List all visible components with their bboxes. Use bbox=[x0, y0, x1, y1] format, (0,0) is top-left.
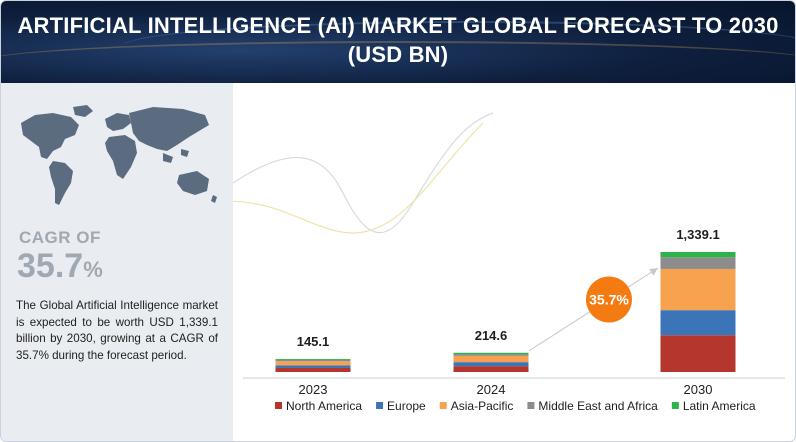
world-map-icon bbox=[21, 105, 217, 205]
decorative-curve bbox=[212, 122, 484, 234]
legend-swatch bbox=[527, 402, 535, 409]
bar-segment-2030-middle-east-and-africa bbox=[660, 257, 736, 269]
total-label: 1,339.1 bbox=[676, 227, 719, 242]
cagr-number: 35.7 bbox=[17, 247, 84, 285]
bar-segment-2030-europe bbox=[660, 310, 736, 336]
legend-swatch bbox=[275, 402, 282, 409]
stacked-bar-chart: 145.1 2023 214.6 2024 1,339.1 2030 35.7% Nort… bbox=[212, 112, 785, 413]
bar-segment-2023-asia-pacific bbox=[275, 361, 351, 366]
summary-panel: CAGR OF 35.7% The Global Artificial Inte… bbox=[1, 83, 233, 441]
header-banner: ARTIFICIAL INTELLIGENCE (AI) MARKET GLOB… bbox=[1, 1, 795, 83]
bar-segment-2024-latin-america bbox=[453, 352, 529, 355]
chart-area: 145.1 2023 214.6 2024 1,339.1 2030 35.7% Nort… bbox=[212, 83, 795, 441]
cagr-badge-label: 35.7% bbox=[589, 291, 629, 307]
legend-swatch bbox=[671, 402, 679, 409]
bar-segment-2023-middle-east-and-africa bbox=[275, 359, 351, 362]
x-tick-label: 2024 bbox=[477, 382, 506, 397]
market-description: The Global Artificial Intelligence marke… bbox=[16, 299, 218, 362]
legend-swatch bbox=[439, 402, 447, 409]
total-label: 145.1 bbox=[297, 334, 330, 349]
legend-swatch bbox=[376, 402, 384, 409]
header-light-streak bbox=[121, 21, 795, 73]
cagr-value: 35.7% bbox=[17, 247, 103, 286]
bar-segment-2024-north-america bbox=[453, 366, 529, 372]
bar-segment-2023-latin-america bbox=[275, 358, 351, 360]
bar-segment-2024-europe bbox=[453, 362, 529, 367]
bar-segment-2030-latin-america bbox=[660, 252, 736, 258]
x-tick-label: 2023 bbox=[299, 382, 328, 397]
cagr-badge bbox=[585, 276, 632, 323]
chart-legend: North America Europe Asia-Pacific Middle Ea… bbox=[275, 399, 756, 413]
bar-segment-2024-asia-pacific bbox=[453, 355, 529, 363]
total-label: 214.6 bbox=[475, 328, 508, 343]
bar-segment-2024-middle-east-and-africa bbox=[453, 354, 529, 356]
bar-segment-2023-north-america bbox=[275, 367, 351, 372]
legend-label: Latin America bbox=[683, 399, 756, 413]
legend-label: Asia-Pacific bbox=[451, 399, 514, 413]
x-tick-label: 2030 bbox=[684, 382, 713, 397]
cagr-unit: % bbox=[83, 257, 103, 282]
legend-label: Europe bbox=[387, 399, 426, 413]
growth-arrow-head bbox=[649, 268, 658, 276]
bar-segment-2030-asia-pacific bbox=[660, 268, 736, 311]
bar-segment-2023-europe bbox=[275, 365, 351, 368]
legend-label: North America bbox=[286, 399, 362, 413]
legend-label: Middle East and Africa bbox=[538, 399, 658, 413]
bar-segment-2030-north-america bbox=[660, 335, 736, 372]
decorative-curve bbox=[232, 112, 494, 234]
page-title: ARTIFICIAL INTELLIGENCE (AI) MARKET GLOB… bbox=[17, 13, 779, 67]
cagr-label: CAGR OF bbox=[19, 228, 101, 247]
